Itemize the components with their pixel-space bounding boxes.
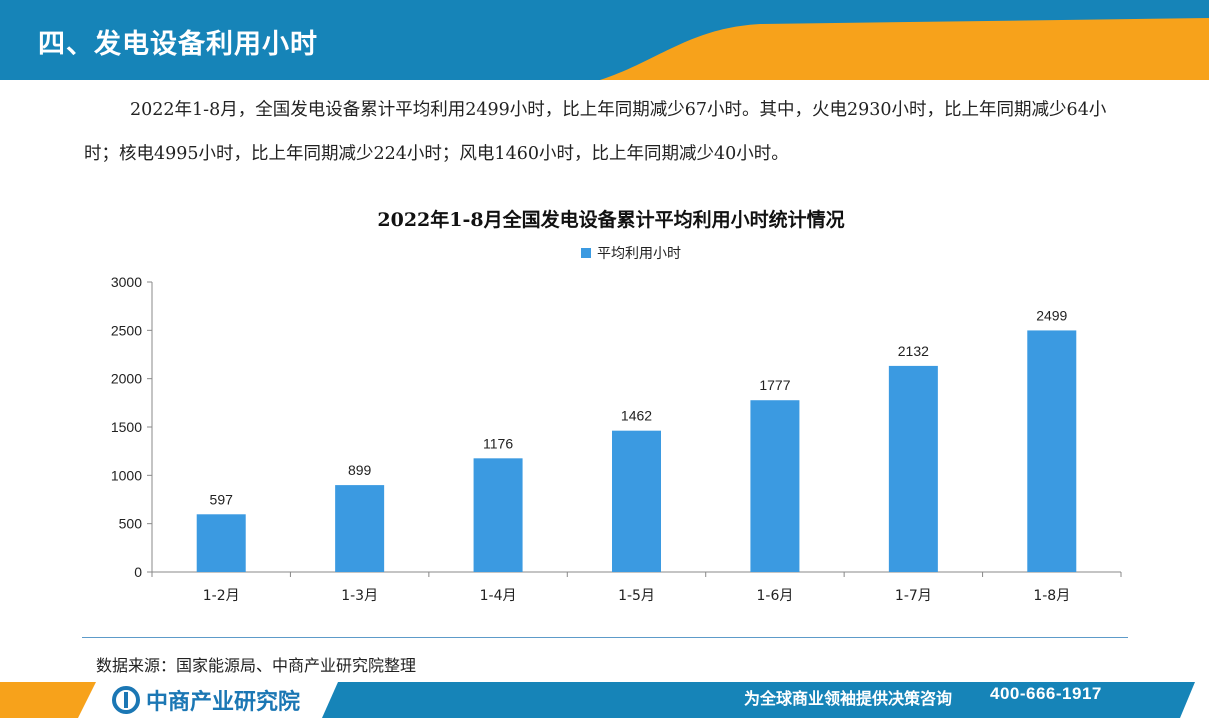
bar: [612, 430, 661, 572]
x-tick-label: 1-6月: [756, 588, 793, 604]
intro-paragraph: 2022年1-8月，全国发电设备累计平均利用2499小时，比上年同期减少67小时…: [84, 100, 1107, 164]
chart-title: 2022年1-8月全国发电设备累计平均利用小时统计情况: [377, 208, 844, 231]
x-tick-label: 1-5月: [618, 588, 655, 604]
logo-text: 中商产业研究院: [146, 690, 301, 715]
logo-mark-icon: [112, 686, 140, 714]
y-tick-label: 2000: [111, 371, 142, 387]
bar: [888, 365, 938, 572]
y-tick-label: 1000: [111, 467, 142, 483]
data-label: 1462: [621, 408, 652, 424]
data-label: 1176: [483, 435, 513, 451]
y-tick-label: 1500: [111, 419, 142, 435]
footer-bar: [0, 682, 1209, 718]
footer-background: [0, 682, 1209, 718]
data-label: 899: [348, 462, 372, 478]
legend-swatch: [581, 248, 591, 258]
header-banner: 四、发电设备利用小时: [0, 0, 1209, 80]
x-tick-label: 1-7月: [895, 588, 932, 604]
x-tick-label: 1-3月: [341, 588, 378, 604]
company-logo: 中商产业研究院: [112, 684, 300, 716]
x-tick-label: 1-8月: [1033, 588, 1070, 604]
y-tick-label: 0: [134, 564, 142, 580]
data-label: 2499: [1036, 307, 1067, 323]
x-tick-label: 1-2月: [203, 588, 240, 604]
data-label: 2132: [898, 343, 929, 359]
y-tick-label: 2500: [111, 322, 142, 338]
y-tick-label: 500: [119, 516, 143, 532]
header-background: [0, 0, 1209, 80]
y-tick-label: 3000: [111, 274, 142, 290]
footer-phone: 400-666-1917: [990, 684, 1102, 703]
bar: [1027, 330, 1077, 572]
bar: [196, 514, 246, 572]
footer-slogan: 为全球商业领袖提供决策咨询: [744, 689, 953, 708]
bar: [750, 400, 800, 572]
x-tick-label: 1-4月: [480, 588, 517, 604]
data-label: 1777: [759, 377, 790, 393]
divider-line: [82, 637, 1128, 638]
legend-label: 平均利用小时: [597, 246, 681, 262]
page-title: 四、发电设备利用小时: [38, 29, 318, 60]
bar: [335, 485, 385, 572]
bar: [473, 458, 523, 572]
data-source-note: 数据来源：国家能源局、中商产业研究院整理: [96, 656, 417, 675]
data-label: 597: [210, 491, 234, 507]
